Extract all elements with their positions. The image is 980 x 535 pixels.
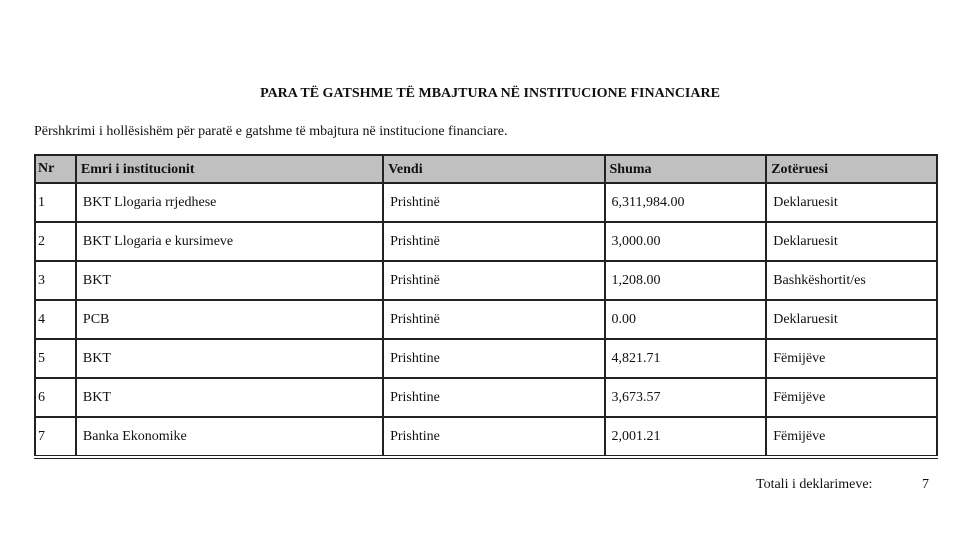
table-cell: Deklaruesit [765,221,938,262]
page-title: PARA TË GATSHME TË MBAJTURA NË INSTITUCI… [260,86,720,101]
table-cell: Prishtine [382,338,606,379]
table-row: 5 BKT Prishtine 4,821.71 Fëmijëve [34,338,938,379]
table-row: 6 BKT Prishtine 3,673.57 Fëmijëve [34,377,938,418]
table-cell: PCB [74,299,385,340]
column-header: Shuma [603,154,768,184]
table-row: 3 BKT Prishtinë 1,208.00 Bashkëshortit/es [34,260,938,301]
table-header-row: Nr Emri i institucionit Vendi Shuma Zotë… [34,154,938,184]
table-cell: 6,311,984.00 [603,182,768,223]
column-header: Nr [34,154,77,184]
table-cell: Banka Ekonomike [74,416,385,459]
description: Përshkrimi i hollësishëm për paratë e ga… [34,124,508,139]
table-cell: Bashkëshortit/es [765,260,938,301]
table-cell: 2 [34,221,77,262]
table-cell: Fëmijëve [765,416,938,459]
table-row: 1 BKT Llogaria rrjedhese Prishtinë 6,311,98… [34,182,938,223]
table-row: 2 BKT Llogaria e kursimeve Prishtinë 3,000.… [34,221,938,262]
table-cell: Prishtine [382,377,606,418]
table-cell: 3 [34,260,77,301]
table-cell: BKT [74,377,385,418]
table-cell: Prishtinë [382,221,606,262]
total-label: Totali i deklarimeve: [756,477,873,492]
total-value: 7 [922,477,929,492]
table-cell: Prishtinë [382,299,606,340]
table-cell: 3,000.00 [603,221,768,262]
table-cell: Deklaruesit [765,299,938,340]
table-cell: BKT Llogaria rrjedhese [74,182,385,223]
table-cell: 2,001.21 [603,416,768,459]
total-row: Totali i deklarimeve: 7 [756,477,929,493]
column-header: Vendi [382,154,606,184]
table-cell: 5 [34,338,77,379]
table-cell: 0.00 [603,299,768,340]
table-cell: 6 [34,377,77,418]
table-cell: Prishtinë [382,260,606,301]
table-cell: 4,821.71 [603,338,768,379]
table-cell: 3,673.57 [603,377,768,418]
table-cell: Fëmijëve [765,338,938,379]
table-cell: BKT [74,338,385,379]
table-cell: 1 [34,182,77,223]
table-row: 7 Banka Ekonomike Prishtine 2,001.21 Fëmijëv… [34,416,938,459]
institutions-table: Nr Emri i institucionit Vendi Shuma Zotë… [34,154,938,459]
table-cell: BKT Llogaria e kursimeve [74,221,385,262]
column-header: Emri i institucionit [74,154,385,184]
table-cell: BKT [74,260,385,301]
table-cell: Prishtinë [382,182,606,223]
table-cell: 4 [34,299,77,340]
table-cell: 7 [34,416,77,459]
table-cell: Fëmijëve [765,377,938,418]
column-header: Zotëruesi [765,154,938,184]
table-cell: Deklaruesit [765,182,938,223]
table-cell: 1,208.00 [603,260,768,301]
table-cell: Prishtine [382,416,606,459]
table-row: 4 PCB Prishtinë 0.00 Deklaruesit [34,299,938,340]
